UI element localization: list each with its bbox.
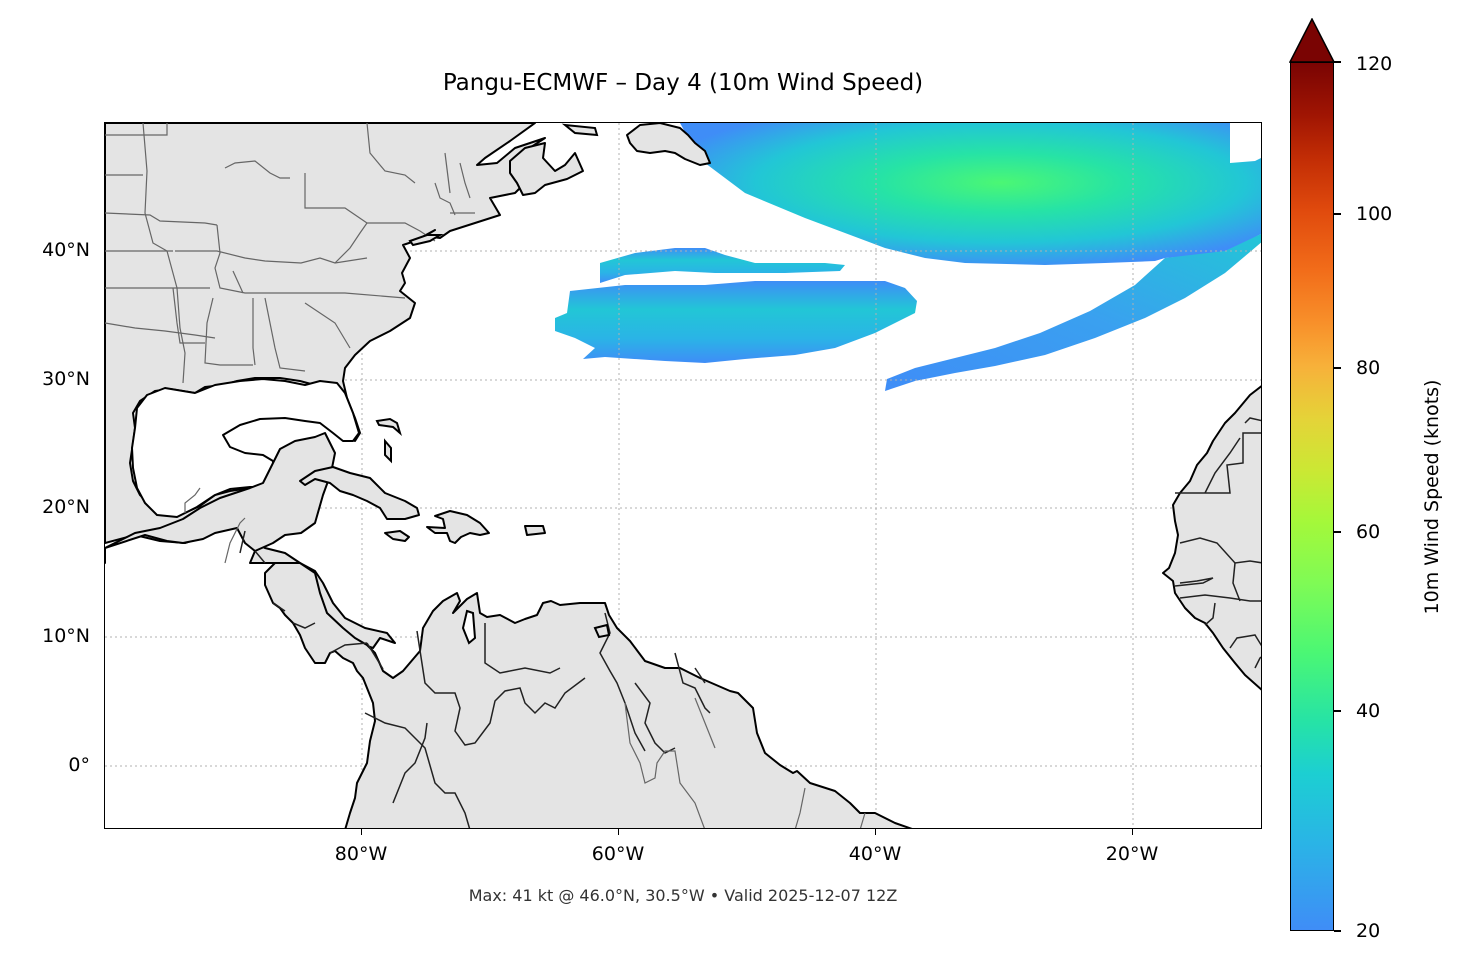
north-america-land [105,123,711,649]
colorbar-tick-label: 80 [1356,357,1381,379]
state-borders [105,123,475,564]
colorbar-title: 10m Wind Speed (knots) [1421,379,1443,615]
x-tick-mark [361,829,362,835]
colorbar-tick-label: 120 [1356,53,1393,75]
africa-land [1162,385,1261,691]
x-tick-mark [618,829,619,835]
max-wind-caption: Max: 41 kt @ 46.0°N, 30.5°W • Valid 2025… [468,886,898,905]
x-tick-label: 40°W [848,843,902,865]
colorbar [1290,62,1334,931]
x-tick-mark [875,829,876,835]
colorbar-tick [1334,61,1341,63]
map-canvas [105,123,1261,828]
x-tick-label: 20°W [1105,843,1159,865]
map-plot-area [104,122,1262,829]
colorbar-tick [1334,213,1341,215]
caribbean-islands [299,466,546,544]
x-tick-mark [1132,829,1133,835]
south-america-land [239,530,913,828]
wind-speed-field [555,123,1261,391]
africa-country-borders [1174,417,1261,669]
y-tick-label: 30°N [42,368,90,390]
colorbar-tick [1334,930,1341,932]
colorbar-tick-label: 40 [1356,700,1381,722]
x-tick-label: 60°W [591,843,645,865]
colorbar-tick [1334,710,1341,712]
y-tick-label: 10°N [42,625,90,647]
chart-title: Pangu-ECMWF – Day 4 (10m Wind Speed) [442,70,924,96]
x-tick-label: 80°W [334,843,388,865]
y-tick-label: 40°N [42,239,90,261]
colorbar-tick [1334,531,1341,533]
colorbar-tick-label: 60 [1356,521,1381,543]
colorbar-tick-label: 20 [1356,920,1381,942]
colorbar-extend-arrow [1289,18,1335,63]
gridlines [105,123,1261,828]
y-tick-label: 20°N [42,496,90,518]
colorbar-tick [1334,367,1341,369]
colorbar-tick-label: 100 [1356,203,1393,225]
country-borders [239,530,711,828]
y-tick-label: 0° [68,754,90,776]
